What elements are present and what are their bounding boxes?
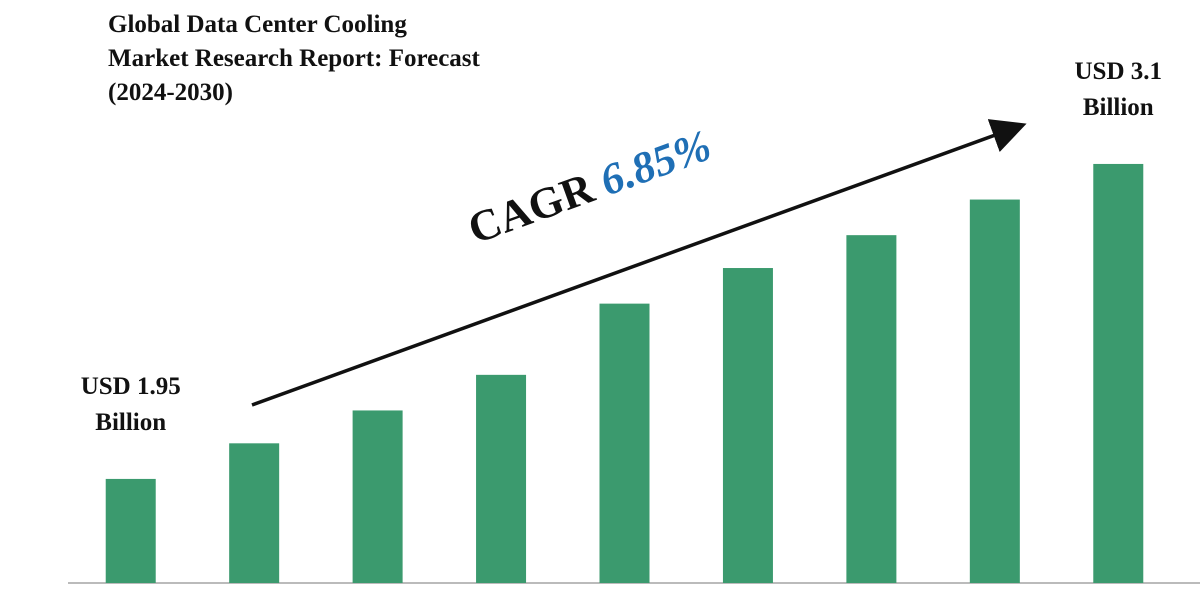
bar [969,199,1020,583]
trend-arrow [251,119,1027,407]
bar [476,374,527,583]
bar [1093,163,1144,584]
bar [352,410,403,583]
value-label: USD 1.95 Billion [80,372,181,436]
chart-title: Global Data Center Cooling Market Resear… [108,11,480,106]
bar [722,268,773,583]
bar [229,443,280,583]
bar [846,235,897,583]
bar [105,478,156,583]
bar [599,303,650,583]
value-label: USD 3.1 Billion [1074,57,1163,121]
